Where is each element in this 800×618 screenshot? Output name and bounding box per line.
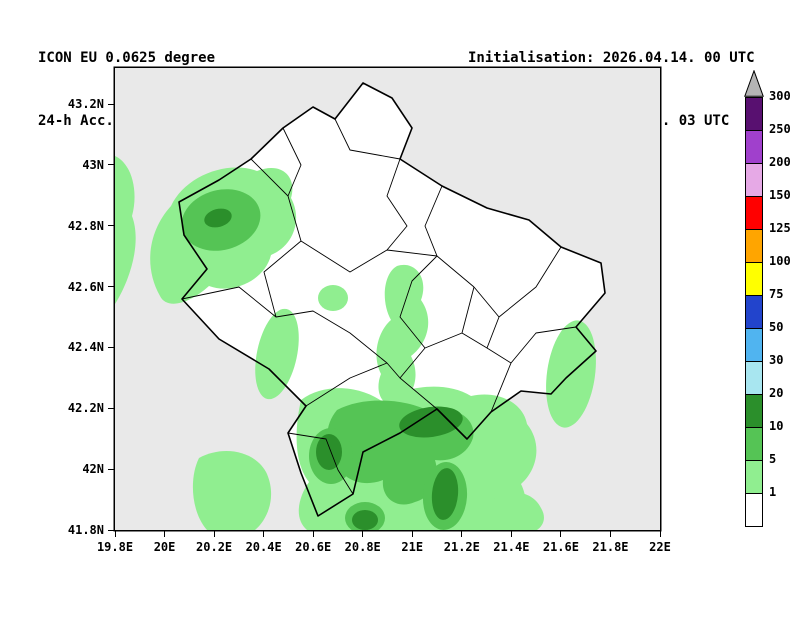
x-tick: [560, 531, 562, 537]
map-plot: [115, 68, 660, 530]
colorbar: 1 5 10 20 30 50 75 100 125 150 200 250 300: [744, 70, 800, 560]
x-tick-label: 21.6E: [542, 540, 579, 554]
x-tick-label: 22E: [649, 540, 671, 554]
x-tick-label: 21.4E: [493, 540, 530, 554]
colorbar-segment: [745, 262, 763, 296]
colorbar-label: 100: [769, 254, 791, 268]
y-tick-label: 42.2N: [67, 401, 104, 416]
x-tick-label: 20.8E: [344, 540, 381, 554]
colorbar-label: 10: [769, 419, 784, 433]
x-tick: [114, 531, 116, 537]
colorbar-segment: [745, 295, 763, 329]
y-tick: [108, 225, 114, 227]
y-tick-label: 42.6N: [67, 279, 104, 294]
colorbar-segment: [745, 130, 763, 164]
colorbar-segment: [745, 97, 763, 131]
init-time-label: Initialisation: 2026.04.14. 00 UTC: [468, 50, 755, 66]
colorbar-label: 300: [769, 89, 791, 103]
x-tick-label: 19.8E: [96, 540, 134, 554]
colorbar-segment: [745, 163, 763, 197]
x-tick-label: 20.4E: [245, 540, 282, 554]
y-tick-label: 42.8N: [67, 218, 104, 233]
x-tick: [411, 531, 413, 537]
x-tick: [659, 531, 661, 537]
colorbar-segment: [745, 229, 763, 263]
colorbar-segment: [745, 394, 763, 428]
precip-dark-layer: [204, 208, 463, 530]
colorbar-segment: [745, 196, 763, 230]
district-borders: [181, 118, 577, 495]
x-tick: [362, 531, 364, 537]
y-tick-label: 42N: [82, 462, 104, 477]
x-tick-label: 21.2E: [443, 540, 480, 554]
x-tick: [164, 531, 166, 537]
y-tick: [108, 529, 114, 531]
colorbar-segment: [745, 427, 763, 461]
colorbar-label: 75: [769, 287, 784, 301]
colorbar-overflow-triangle: [744, 70, 764, 97]
colorbar-segment: [745, 328, 763, 362]
y-tick: [108, 164, 114, 166]
colorbar-segment: [745, 460, 763, 494]
colorbar-label: 150: [769, 188, 791, 202]
colorbar-label: 20: [769, 386, 784, 400]
x-tick: [213, 531, 215, 537]
y-tick: [108, 286, 114, 288]
y-tick-label: 43N: [82, 157, 104, 172]
x-tick: [510, 531, 512, 537]
y-tick: [108, 346, 114, 348]
x-tick-label: 20.6E: [295, 540, 332, 554]
x-tick: [263, 531, 265, 537]
colorbar-label: 200: [769, 155, 791, 169]
x-tick-label: 21.8E: [592, 540, 629, 554]
y-tick: [108, 103, 114, 105]
y-tick-label: 41.8N: [67, 523, 104, 537]
x-tick-label: 20E: [153, 540, 176, 554]
colorbar-segment: [745, 493, 763, 527]
colorbar-label: 1: [769, 485, 777, 499]
colorbar-label: 30: [769, 353, 784, 367]
y-tick-label: 43.2N: [67, 97, 104, 111]
colorbar-segment: [745, 361, 763, 395]
x-tick: [461, 531, 463, 537]
colorbar-label: 125: [769, 221, 791, 235]
y-tick-label: 42.4N: [67, 340, 104, 355]
colorbar-label: 50: [769, 320, 784, 334]
map-svg: [115, 68, 660, 530]
y-tick: [108, 407, 114, 409]
model-title: ICON EU 0.0625 degree: [38, 50, 216, 66]
colorbar-label: 5: [769, 452, 777, 466]
y-tick: [108, 468, 114, 470]
colorbar-label: 250: [769, 122, 791, 136]
x-tick-label: 21E: [401, 540, 424, 554]
x-tick: [312, 531, 314, 537]
x-tick-label: 20.2E: [196, 540, 233, 554]
x-tick: [609, 531, 611, 537]
